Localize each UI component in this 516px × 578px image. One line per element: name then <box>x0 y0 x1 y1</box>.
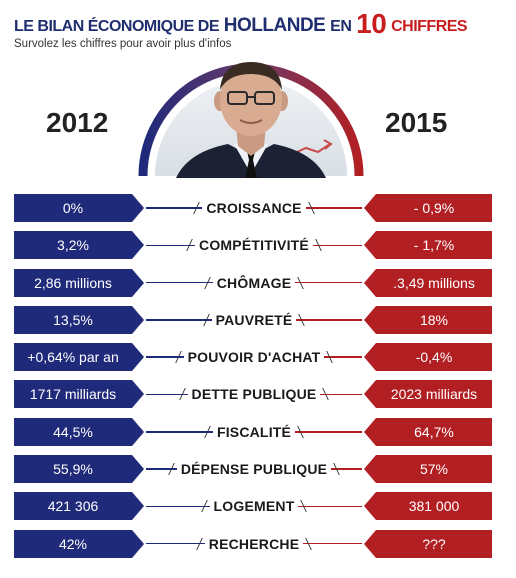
connector-right <box>331 468 362 470</box>
row-label: PAUVRETÉ <box>212 312 297 328</box>
value-2012[interactable]: 0% <box>14 194 144 222</box>
value-2015[interactable]: .3,49 millions <box>364 268 492 297</box>
value-2012[interactable]: 42% <box>14 529 144 558</box>
row-label: FISCALITÉ <box>213 424 295 440</box>
value-2012[interactable]: 3,2% <box>14 231 144 260</box>
value-2015[interactable]: 57% <box>364 455 492 484</box>
row-label: LOGEMENT <box>210 498 299 514</box>
row-label: CROISSANCE <box>202 200 305 216</box>
connector-left <box>146 431 213 433</box>
row-label: DETTE PUBLIQUE <box>188 386 321 402</box>
connector-right <box>324 356 363 358</box>
connector-right <box>296 319 363 321</box>
connector-right <box>305 207 363 209</box>
value-2015[interactable]: 64,7% <box>364 417 492 446</box>
row-pouvoir-achat[interactable]: +0,64% par an POUVOIR D'ACHAT -0,4% <box>14 343 492 380</box>
connector-left <box>146 542 205 545</box>
row-label-group: CROISSANCE <box>132 194 376 222</box>
row-label: POUVOIR D'ACHAT <box>184 349 325 365</box>
row-dette-publique[interactable]: 1717 milliards DETTE PUBLIQUE 2023 milli… <box>14 380 492 417</box>
connector-left <box>146 468 177 470</box>
value-2015[interactable]: ??? <box>364 529 492 558</box>
row-recherche[interactable]: 42% RECHERCHE ??? <box>14 529 492 567</box>
value-2012[interactable]: 44,5% <box>14 417 144 446</box>
value-2012[interactable]: 55,9% <box>14 455 144 484</box>
connector-left <box>146 319 212 321</box>
connector-left <box>146 356 184 358</box>
value-2015[interactable]: 381 000 <box>364 492 492 521</box>
row-logement[interactable]: 421 306 LOGEMENT 381 000 <box>14 492 492 529</box>
connector-left <box>146 281 213 284</box>
value-2012[interactable]: 421 306 <box>14 492 144 521</box>
value-2015[interactable]: -0,4% <box>364 343 492 372</box>
page-title: LE BILAN ÉCONOMIQUE DE HOLLANDE EN 10 CH… <box>14 6 468 39</box>
connector-left <box>146 207 203 209</box>
row-label-group: PAUVRETÉ <box>132 306 376 334</box>
connector-right <box>295 281 363 284</box>
value-2015[interactable]: - 0,9% <box>364 194 492 222</box>
row-label-group: FISCALITÉ <box>132 418 376 446</box>
connector-left <box>146 505 210 508</box>
row-pauvrete[interactable]: 13,5% PAUVRETÉ 18% <box>14 305 492 343</box>
title-number: 10 <box>356 8 387 39</box>
title-part3: CHIFFRES <box>391 18 468 35</box>
value-2015[interactable]: - 1,7% <box>364 231 492 260</box>
year-right: 2015 <box>385 107 448 138</box>
connector-right <box>298 505 362 508</box>
value-2015[interactable]: 2023 milliards <box>364 380 492 409</box>
value-2012[interactable]: +0,64% par an <box>14 343 144 372</box>
portrait-image <box>176 62 333 178</box>
row-fiscalite[interactable]: 44,5% FISCALITÉ 64,7% <box>14 417 492 455</box>
row-depense-publique[interactable]: 55,9% DÉPENSE PUBLIQUE 57% <box>14 455 492 492</box>
year-left: 2012 <box>46 107 109 138</box>
subtitle: Survolez les chiffres pour avoir plus d'… <box>14 38 232 50</box>
value-2012[interactable]: 13,5% <box>14 305 144 334</box>
connector-right <box>303 542 363 545</box>
value-2015[interactable]: 18% <box>364 305 492 334</box>
row-label: RECHERCHE <box>205 536 303 552</box>
header: LE BILAN ÉCONOMIQUE DE HOLLANDE EN 10 CH… <box>14 6 468 50</box>
connector-left <box>146 244 196 247</box>
connector-right <box>312 244 363 247</box>
title-name: HOLLANDE <box>223 15 326 36</box>
value-2012[interactable]: 1717 milliards <box>14 380 144 409</box>
title-part2: EN <box>330 18 352 35</box>
row-chomage[interactable]: 2,86 millions CHÔMAGE .3,49 millions <box>14 268 492 306</box>
row-label-group: RECHERCHE <box>132 530 376 558</box>
value-2012[interactable]: 2,86 millions <box>14 268 144 297</box>
row-label-group: DETTE PUBLIQUE <box>132 380 376 408</box>
row-croissance[interactable]: 0% CROISSANCE - 0,9% <box>14 194 492 231</box>
row-label: CHÔMAGE <box>213 275 296 291</box>
row-label-group: LOGEMENT <box>132 492 376 520</box>
comparison-rows: 0% CROISSANCE - 0,9% 3,2% COMPÉTITIVITÉ … <box>14 194 492 567</box>
row-label-group: COMPÉTITIVITÉ <box>132 231 376 259</box>
connector-right <box>320 393 363 396</box>
connector-left <box>146 393 188 396</box>
row-competitivite[interactable]: 3,2% COMPÉTITIVITÉ - 1,7% <box>14 231 492 268</box>
row-label: COMPÉTITIVITÉ <box>195 237 313 253</box>
row-label-group: CHÔMAGE <box>132 269 376 297</box>
row-label-group: POUVOIR D'ACHAT <box>132 343 376 371</box>
row-label: DÉPENSE PUBLIQUE <box>177 461 331 477</box>
connector-right <box>295 431 363 433</box>
title-part1: LE BILAN ÉCONOMIQUE DE <box>14 18 220 35</box>
row-label-group: DÉPENSE PUBLIQUE <box>132 455 376 483</box>
